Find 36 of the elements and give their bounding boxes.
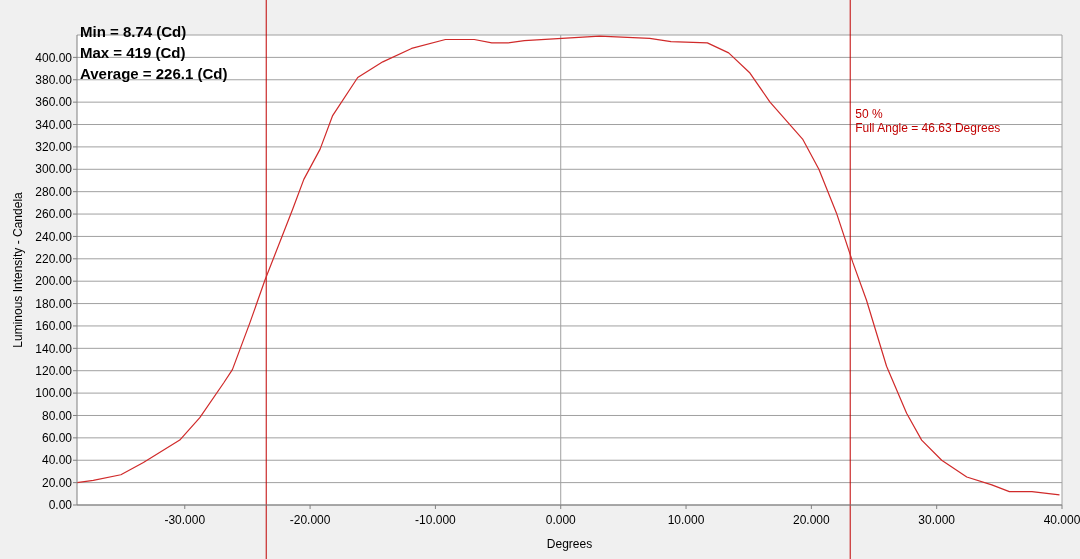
x-tick-label: 30.000: [918, 513, 956, 527]
y-tick-label: 360.00: [35, 95, 73, 110]
y-tick-label: 280.00: [35, 184, 73, 199]
x-tick-label: -20.000: [289, 513, 331, 527]
y-tick-label: 200.00: [35, 274, 73, 289]
y-tick-label: 40.00: [41, 453, 73, 468]
x-tick-label: 40.000: [1043, 513, 1080, 527]
y-tick-label: 300.00: [35, 162, 73, 177]
y-tick-label: 340.00: [35, 117, 73, 132]
y-tick-label: 220.00: [35, 252, 73, 267]
y-axis-title: Luminous Intensity - Candela: [11, 191, 25, 348]
annotation: Max = 419 (Cd): [80, 44, 186, 61]
y-tick-label: 60.00: [41, 431, 73, 446]
x-tick-label: -10.000: [415, 513, 457, 527]
y-tick-label: 80.00: [41, 408, 73, 423]
y-tick-label: 260.00: [35, 207, 73, 222]
annotation: Min = 8.74 (Cd): [80, 23, 187, 40]
y-tick-label: 140.00: [35, 341, 73, 356]
x-tick-label: 20.000: [793, 513, 831, 527]
y-tick-label: 20.00: [41, 475, 73, 490]
x-tick-label: 10.000: [667, 513, 705, 527]
annotation: Average = 226.1 (Cd): [80, 65, 228, 82]
y-tick-label: 160.00: [35, 319, 73, 334]
y-tick-label: 400.00: [35, 50, 73, 65]
x-axis-title: Degrees: [546, 537, 593, 551]
annotation: 50 %: [855, 106, 883, 121]
y-tick-label: 100.00: [35, 386, 73, 401]
y-tick-label: 320.00: [35, 140, 73, 155]
y-tick-label: 0.00: [48, 498, 73, 513]
annotation: Full Angle = 46.63 Degrees: [855, 121, 1001, 136]
y-tick-label: 240.00: [35, 229, 73, 244]
y-tick-label: 180.00: [35, 296, 73, 311]
y-tick-label: 380.00: [35, 72, 73, 87]
x-tick-label: -30.000: [164, 513, 206, 527]
y-tick-label: 120.00: [35, 363, 73, 378]
x-tick-label: 0.000: [545, 513, 577, 527]
